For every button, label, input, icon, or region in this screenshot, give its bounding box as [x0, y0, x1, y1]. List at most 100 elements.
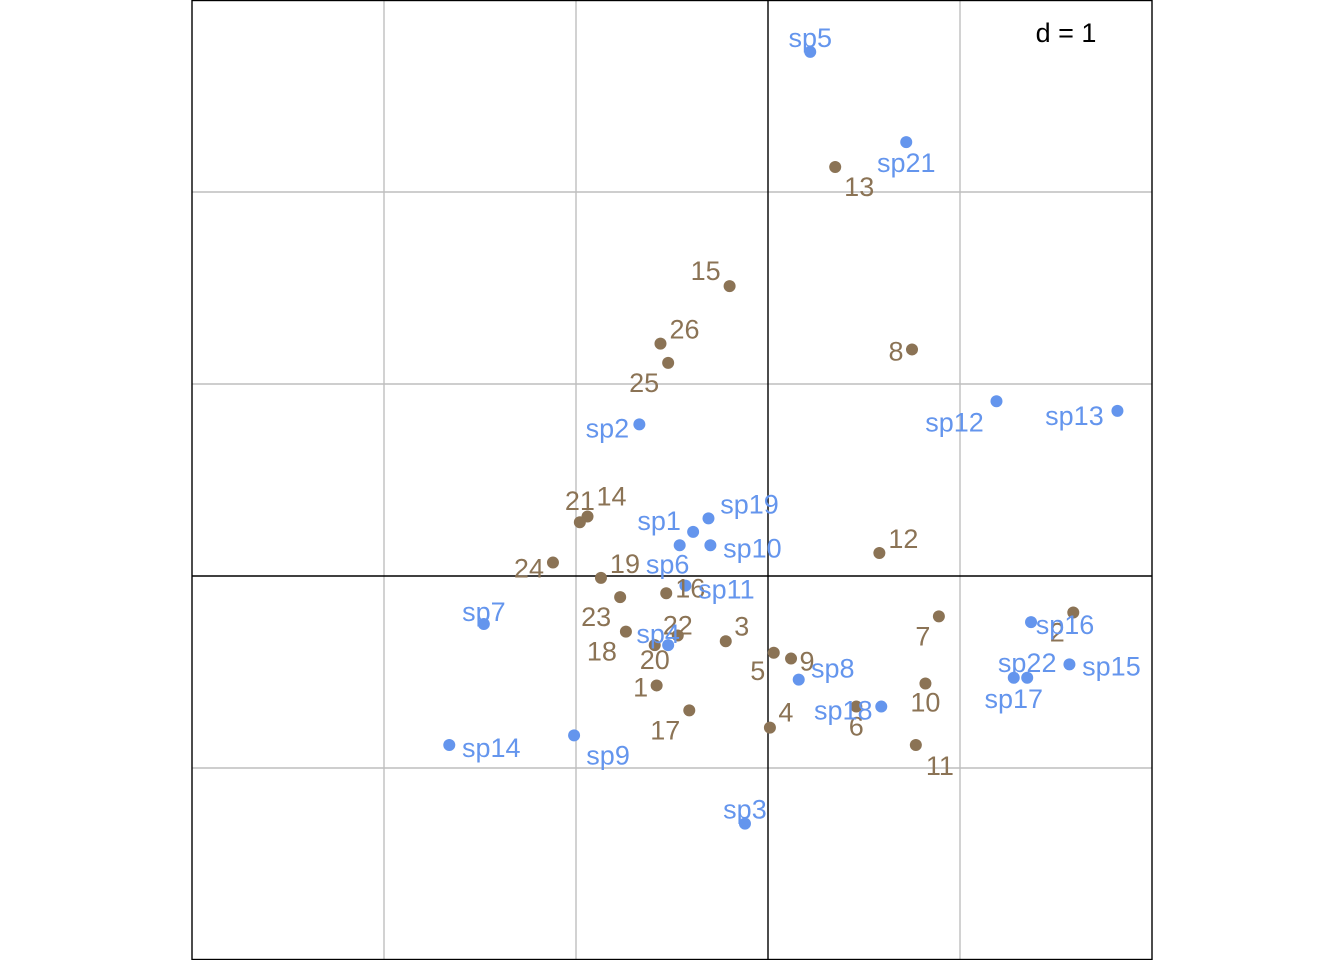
species-label-sp13: sp13 [1045, 401, 1104, 431]
sites-point-23 [614, 591, 627, 604]
sites-point-24 [546, 556, 559, 569]
species-point-sp15 [1063, 658, 1076, 671]
species-label-sp14: sp14 [462, 733, 521, 763]
origin-axes [192, 0, 1152, 960]
species-label-sp19: sp19 [720, 489, 779, 519]
sites-point-5 [767, 646, 780, 659]
species-point-sp13 [1111, 404, 1124, 417]
scatter-marks [443, 45, 1124, 830]
sites-label-14: 14 [596, 481, 626, 511]
sites-point-22 [671, 629, 684, 642]
species-label-sp8: sp8 [811, 654, 855, 684]
sites-label-7: 7 [915, 621, 930, 651]
species-point-sp6 [673, 539, 686, 552]
sites-point-26 [654, 337, 667, 350]
species-point-sp5 [804, 45, 817, 58]
species-label-sp15: sp15 [1082, 651, 1141, 681]
sites-point-17 [683, 704, 696, 717]
sites-point-16 [660, 587, 673, 600]
species-label-sp16: sp16 [1036, 610, 1095, 640]
sites-label-22: 22 [663, 611, 693, 641]
sites-point-13 [829, 161, 842, 174]
species-label-sp21: sp21 [877, 148, 936, 178]
sites-point-8 [906, 343, 918, 356]
species-label-sp5: sp5 [788, 23, 832, 53]
species-point-sp18 [875, 700, 888, 713]
species-label-sp4: sp4 [636, 619, 680, 649]
plot-background [192, 0, 1152, 960]
sites-point-18 [619, 625, 632, 638]
sites-label-9: 9 [800, 647, 815, 677]
species-label-sp1: sp1 [637, 506, 681, 536]
sites-point-2 [1067, 606, 1080, 619]
sites-label-25: 25 [629, 368, 659, 398]
species-label-sp22: sp22 [998, 648, 1057, 678]
sites-label-16: 16 [675, 573, 705, 603]
species-point-sp1 [687, 525, 700, 538]
sites-label-8: 8 [888, 336, 903, 366]
sites-label-13: 13 [844, 172, 874, 202]
species-label-sp2: sp2 [586, 413, 630, 443]
sites-label-11: 11 [926, 751, 954, 781]
sites-point-12 [873, 546, 886, 559]
sites-label-6: 6 [849, 712, 864, 742]
sites-label-21: 21 [565, 486, 595, 516]
sites-label-17: 17 [650, 715, 680, 745]
sites-point-19 [594, 571, 607, 584]
species-label-sp10: sp10 [723, 533, 782, 563]
sites-label-26: 26 [669, 315, 699, 345]
sites-label-24: 24 [514, 554, 544, 584]
sites-label-20: 20 [640, 645, 670, 675]
sites-label-23: 23 [581, 602, 611, 632]
species-label-sp7: sp7 [462, 597, 506, 627]
sites-point-25 [662, 356, 675, 369]
species-point-sp10 [704, 539, 717, 552]
sites-label-4: 4 [778, 698, 793, 728]
species-point-sp9 [568, 729, 581, 742]
species-label-sp12: sp12 [925, 407, 984, 437]
sites-point-9 [785, 652, 798, 665]
sites-point-1 [650, 679, 663, 692]
species-point-sp17 [1007, 671, 1020, 684]
sites-label-2: 2 [1050, 617, 1065, 647]
sites-label-5: 5 [750, 656, 765, 686]
species-point-sp16 [1025, 616, 1038, 629]
species-label-sp18: sp18 [814, 696, 873, 726]
species-point-sp12 [990, 395, 1003, 408]
sites-label-19: 19 [610, 549, 640, 579]
species-label-sp11: sp11 [698, 575, 755, 605]
sites-label-1: 1 [633, 672, 648, 702]
species-point-sp19 [702, 512, 715, 525]
sites-label-3: 3 [734, 611, 749, 641]
species-label-sp17: sp17 [984, 684, 1043, 714]
species-point-sp4 [662, 639, 675, 652]
point-labels: 1234567891011121314151617181920212223242… [462, 23, 1141, 825]
species-point-sp7 [477, 618, 490, 630]
sites-point-4 [763, 721, 776, 734]
sites-point-20 [648, 639, 661, 652]
sites-point-15 [723, 280, 736, 293]
sites-point-6 [850, 700, 863, 713]
scale-label: d = 1 [1036, 18, 1097, 48]
species-point-sp22 [1021, 671, 1034, 684]
grid-lines [192, 0, 1152, 960]
species-label-sp9: sp9 [586, 740, 630, 770]
species-point-sp3 [738, 817, 751, 830]
sites-label-12: 12 [888, 524, 918, 554]
sites-point-7 [932, 610, 945, 623]
species-point-sp11 [679, 579, 692, 592]
species-label-sp3: sp3 [723, 795, 767, 825]
species-point-sp2 [633, 418, 646, 431]
sites-label-18: 18 [587, 637, 617, 667]
species-point-sp21 [900, 136, 913, 149]
sites-label-15: 15 [691, 256, 721, 286]
sites-point-3 [719, 635, 732, 648]
species-point-sp8 [792, 673, 805, 686]
sites-label-10: 10 [910, 688, 940, 718]
sites-point-21 [573, 516, 586, 529]
species-label-sp6: sp6 [646, 549, 690, 579]
sites-point-10 [919, 677, 932, 690]
species-point-sp14 [443, 738, 456, 751]
sites-point-11 [909, 738, 922, 751]
